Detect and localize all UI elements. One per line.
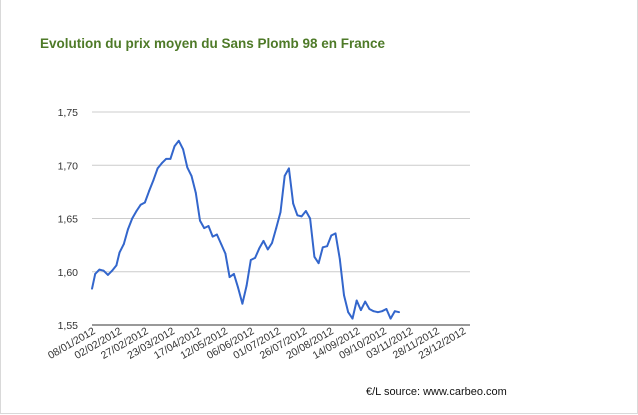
data-point xyxy=(122,243,125,246)
data-point xyxy=(300,215,303,218)
data-point xyxy=(194,192,197,194)
data-point xyxy=(262,240,265,242)
data-point xyxy=(351,317,354,320)
data-point xyxy=(144,201,146,204)
y-axis-ticks: 1,55 1,60 1,65 1,70 1,75 xyxy=(58,107,79,332)
data-point xyxy=(249,259,252,261)
data-point xyxy=(241,302,244,305)
data-point xyxy=(203,227,206,230)
data-point xyxy=(152,179,155,182)
data-point xyxy=(135,210,138,212)
data-point xyxy=(283,175,286,177)
data-point xyxy=(173,145,176,148)
data-point xyxy=(372,310,375,313)
series-line xyxy=(91,139,400,320)
data-point xyxy=(118,251,121,254)
data-point xyxy=(156,167,159,170)
y-tick-label: 1,55 xyxy=(58,320,79,332)
gridlines xyxy=(92,111,470,326)
data-point xyxy=(288,167,290,170)
data-point xyxy=(385,308,388,310)
data-point xyxy=(368,308,371,310)
data-point xyxy=(91,287,93,290)
data-point xyxy=(377,311,379,314)
data-point xyxy=(131,217,134,220)
y-tick-label: 1,70 xyxy=(58,160,79,172)
data-point xyxy=(355,299,358,302)
chart-title: Evolution du prix moyen du Sans Plomb 98… xyxy=(40,36,386,51)
data-point xyxy=(98,268,101,271)
y-tick-label: 1,75 xyxy=(58,107,79,119)
data-point xyxy=(343,294,345,297)
data-point xyxy=(309,217,311,220)
data-point xyxy=(398,311,400,314)
data-point xyxy=(296,214,299,217)
data-point xyxy=(393,310,396,313)
data-point xyxy=(347,311,350,314)
data-point xyxy=(165,158,168,160)
data-point xyxy=(148,189,151,192)
data-point xyxy=(107,274,109,276)
data-point xyxy=(161,162,163,165)
data-point xyxy=(169,158,172,160)
data-point xyxy=(186,166,189,169)
data-point xyxy=(279,211,282,214)
y-tick-label: 1,60 xyxy=(58,267,79,279)
data-point xyxy=(271,242,273,244)
data-point xyxy=(338,258,341,260)
data-point xyxy=(233,273,235,275)
data-point xyxy=(94,273,97,275)
series-layer xyxy=(91,139,400,320)
data-point xyxy=(111,269,113,272)
data-point xyxy=(381,310,383,313)
data-point xyxy=(237,286,240,289)
data-point xyxy=(334,232,337,235)
data-point xyxy=(127,228,129,231)
data-point xyxy=(326,245,328,248)
data-point xyxy=(275,227,278,230)
data-point xyxy=(177,139,180,142)
data-point xyxy=(216,233,218,236)
data-point xyxy=(182,148,185,151)
data-point xyxy=(389,317,392,320)
data-point xyxy=(199,219,201,222)
data-point xyxy=(190,175,193,177)
data-point xyxy=(102,269,105,272)
data-point xyxy=(321,246,324,249)
data-point xyxy=(254,257,256,259)
source-note: €/L source: www.carbeo.com xyxy=(366,386,507,398)
data-point xyxy=(220,243,223,246)
data-point xyxy=(292,202,295,205)
data-point xyxy=(330,234,333,237)
data-point xyxy=(360,309,362,311)
data-point xyxy=(266,248,269,251)
data-point xyxy=(139,203,142,206)
data-point xyxy=(317,262,320,265)
data-point xyxy=(115,264,118,267)
data-point xyxy=(228,276,231,278)
data-point xyxy=(224,252,227,255)
data-point xyxy=(245,284,248,287)
data-point xyxy=(305,210,307,212)
data-point xyxy=(364,300,367,303)
y-tick-label: 1,65 xyxy=(58,214,79,226)
x-axis-ticks: 08/01/201202/02/201227/02/201223/03/2012… xyxy=(46,325,468,362)
data-point xyxy=(211,235,214,238)
data-point xyxy=(258,247,261,250)
data-point xyxy=(313,255,316,258)
data-point xyxy=(207,225,210,227)
